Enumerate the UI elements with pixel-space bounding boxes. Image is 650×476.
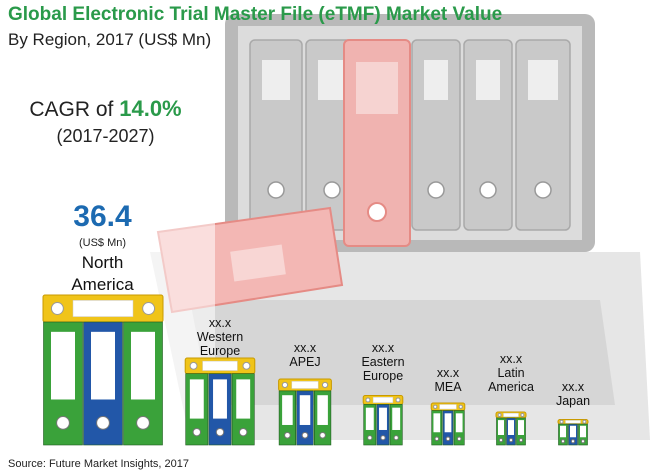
binder-spine-label <box>580 425 586 438</box>
region-name-line2: Europe <box>199 344 241 358</box>
binder-top-ring <box>433 404 438 409</box>
north-america-label-line2: America <box>71 275 134 294</box>
binder-top-ring <box>142 302 156 315</box>
binder-top-label <box>565 420 581 424</box>
region-label-apej: xx.x APEJ <box>272 341 338 369</box>
cagr-value: 14.0% <box>119 96 182 121</box>
binder-spine-label <box>213 379 227 419</box>
binder-spine-ring <box>96 415 110 430</box>
binder-top-label <box>503 412 519 418</box>
binder-top-ring <box>189 361 198 370</box>
binder-spine-ring <box>456 436 462 442</box>
binder-spine-ring <box>570 439 576 444</box>
binder-spine-label <box>444 413 452 433</box>
binder-spine-label <box>51 331 75 400</box>
region-value: xx.x <box>293 341 317 355</box>
binder-spine-ring <box>192 427 202 437</box>
binder-top-label <box>202 360 238 371</box>
region-value: xx.x <box>371 341 395 355</box>
binder-spine-label <box>317 395 328 425</box>
binder-spine-label <box>131 331 155 400</box>
binder-spine-label <box>236 379 251 419</box>
region-label-mea: xx.x MEA <box>423 366 473 394</box>
binder-top-ring <box>497 412 502 417</box>
binder-spine-ring <box>367 435 373 441</box>
north-america-label-line1: North <box>81 253 124 272</box>
binder-spine-ring <box>301 431 309 439</box>
cagr-period: (2017-2027) <box>56 126 155 146</box>
binder-top-label <box>72 300 134 317</box>
binder-spine-label <box>392 407 401 430</box>
binder-top-ring <box>50 302 64 315</box>
source-note: Source: Future Market Insights, 2017 <box>8 458 189 470</box>
binder-top-label <box>439 404 457 410</box>
binder-spine-label <box>365 407 374 430</box>
binder-spine-label <box>299 395 311 425</box>
north-america-unit: (US$ Mn) <box>78 237 127 249</box>
region-name-line2: America <box>488 380 534 394</box>
binder-top-label <box>291 381 319 389</box>
binder-spine-ring <box>319 431 326 439</box>
binder-spine-label <box>282 395 293 425</box>
binder-spine-ring <box>560 439 566 444</box>
region-name-line1: MEA <box>434 380 462 394</box>
binder-top-ring <box>559 419 564 424</box>
region-value: xx.x <box>208 316 232 330</box>
binder-spine-ring <box>445 436 451 442</box>
cagr-prefix: CAGR of <box>29 98 114 121</box>
binder-spine-label <box>379 407 387 430</box>
binder-spine-ring <box>380 435 386 441</box>
binder-spine-label <box>508 420 514 435</box>
binder-top-ring <box>281 381 289 389</box>
binder-spine-ring <box>393 435 399 441</box>
binder-spine-ring <box>508 438 514 443</box>
region-name-line1: Latin <box>497 366 525 380</box>
binder-top-ring <box>582 419 587 424</box>
binder-top-ring <box>321 381 329 389</box>
binder-spine-label <box>498 420 504 435</box>
binder-top-ring <box>395 397 401 403</box>
binder-spine-ring <box>518 438 524 443</box>
region-label-western-europe: xx.x Western Europe <box>185 316 255 358</box>
region-name-line1: Western <box>196 330 244 344</box>
north-america-value: 36.4 <box>73 200 132 233</box>
binder-spine-ring <box>434 436 440 442</box>
binder-spine-label <box>518 420 524 435</box>
binder-top-ring <box>458 404 463 409</box>
region-value: xx.x <box>561 380 585 394</box>
binder-spine-label <box>570 425 576 438</box>
chart-title: Global Electronic Trial Master File (eTM… <box>8 4 503 25</box>
chart-subtitle: By Region, 2017 (US$ Mn) <box>8 30 212 49</box>
region-value: xx.x <box>499 352 523 366</box>
binder-spine-label <box>189 379 204 419</box>
binder-top-ring <box>365 397 371 403</box>
region-label-japan: xx.x Japan <box>551 380 595 408</box>
region-label-latin-america: xx.x Latin America <box>484 352 538 394</box>
region-name-line1: APEJ <box>289 355 321 369</box>
binder-top-label <box>372 397 394 403</box>
region-name-line2: Europe <box>362 369 404 383</box>
region-name-line1: Japan <box>555 394 591 408</box>
binder-spine-ring <box>215 427 225 437</box>
binder-spine-label <box>433 413 441 433</box>
binder-spine-label <box>91 331 115 400</box>
binder-top-ring <box>520 412 525 417</box>
binder-spine-ring <box>238 427 248 437</box>
binder-spine-ring <box>284 431 291 439</box>
binder-spine-ring <box>580 439 586 444</box>
north-america-label: North America <box>40 252 165 296</box>
cagr-callout: CAGR of 14.0% <box>18 96 193 122</box>
binder-spine-label <box>560 425 566 438</box>
binder-spine-ring <box>56 415 70 430</box>
binder-spine-label <box>455 413 463 433</box>
binder-spine-ring <box>498 438 504 443</box>
region-label-eastern-europe: xx.x Eastern Europe <box>354 341 412 383</box>
binder-spine-ring <box>136 415 150 430</box>
region-name-line1: Eastern <box>361 355 405 369</box>
binder-top-ring <box>242 361 251 370</box>
region-value: xx.x <box>436 366 460 380</box>
